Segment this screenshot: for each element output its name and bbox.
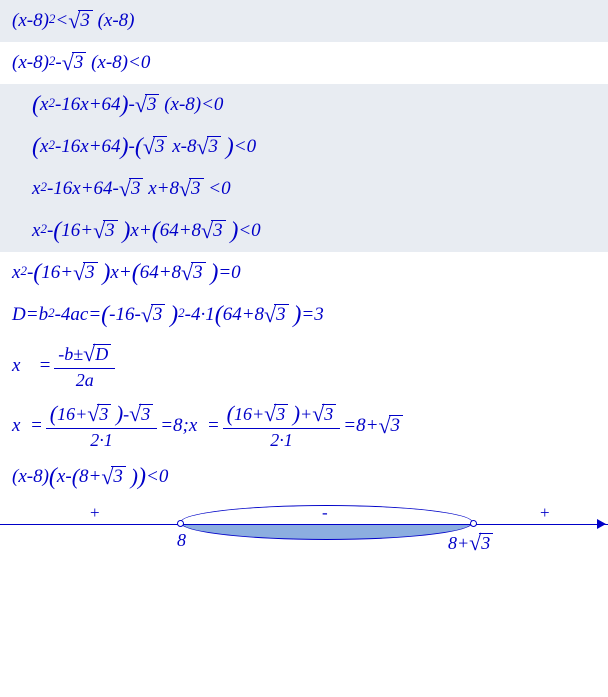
expr: x= -b±√D 2a [12, 340, 118, 392]
math-step-8: D=b2-4ac=(-16-√3 )2-4·1(64+8√3 )=3 [0, 294, 608, 336]
expr: D=b2-4ac=(-16-√3 )2-4·1(64+8√3 )=3 [12, 302, 324, 329]
math-step-11: (x-8)(x-(8+√3 ))<0 [0, 456, 608, 498]
axis-arrow-icon [597, 519, 606, 529]
expr: x2-(16+√3 )x+(64+8√3 )<0 [32, 218, 261, 245]
math-step-1: (x-8)2<√3 (x-8) [0, 0, 608, 42]
sign-chart: + - + 8 8+√3 [0, 498, 608, 550]
expr: (x-8)2-√3 (x-8)<0 [12, 50, 150, 76]
expr: (x-8)(x-(8+√3 ))<0 [12, 464, 168, 491]
expr: x2-16x+64-√3 x+8√3 <0 [32, 176, 231, 202]
expr: x = (16+√3 )-√3 2·1 =8;x = (16+√3 )+√3 2… [12, 400, 403, 452]
point-b [470, 520, 477, 527]
math-step-4: (x2-16x+64)-(√3 x-8√3 )<0 [0, 126, 608, 168]
sign-left: + [90, 503, 100, 523]
expr: (x-8)2<√3 (x-8) [12, 8, 135, 34]
axis [0, 524, 608, 525]
math-step-5: x2-16x+64-√3 x+8√3 <0 [0, 168, 608, 210]
sign-right: + [540, 503, 550, 523]
math-step-10: x = (16+√3 )-√3 2·1 =8;x = (16+√3 )+√3 2… [0, 396, 608, 456]
point-a [177, 520, 184, 527]
math-step-3: (x2-16x+64)-√3 (x-8)<0 [0, 84, 608, 126]
math-step-6: x2-(16+√3 )x+(64+8√3 )<0 [0, 210, 608, 252]
math-step-2: (x-8)2-√3 (x-8)<0 [0, 42, 608, 84]
math-step-9: x= -b±√D 2a [0, 336, 608, 396]
tick-label-a: 8 [177, 530, 186, 551]
expr: x2-(16+√3 )x+(64+8√3 )=0 [12, 260, 241, 287]
math-step-7: x2-(16+√3 )x+(64+8√3 )=0 [0, 252, 608, 294]
expr: (x2-16x+64)-(√3 x-8√3 )<0 [32, 134, 256, 161]
sign-mid: - [322, 503, 328, 523]
expr: (x2-16x+64)-√3 (x-8)<0 [32, 92, 223, 119]
tick-label-b: 8+√3 [448, 530, 493, 556]
